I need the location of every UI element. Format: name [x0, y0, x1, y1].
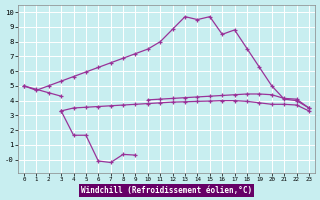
- X-axis label: Windchill (Refroidissement éolien,°C): Windchill (Refroidissement éolien,°C): [81, 186, 252, 195]
